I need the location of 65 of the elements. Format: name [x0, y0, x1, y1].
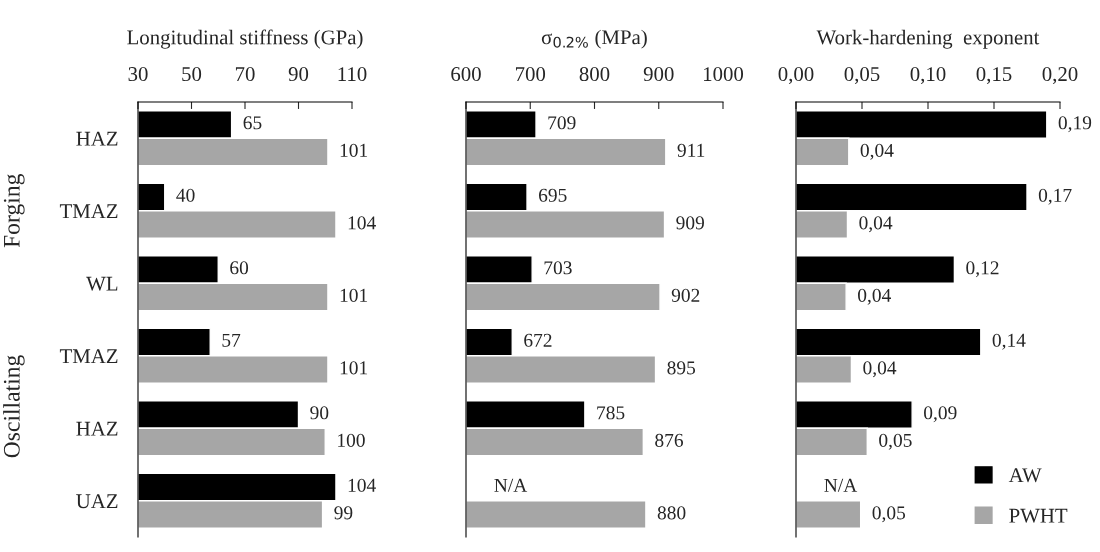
data-label: 0,04	[863, 361, 897, 378]
text: N/A	[824, 478, 858, 492]
data-label: 0,05	[872, 506, 906, 523]
text: Forging	[3, 174, 25, 248]
x-tick-label: 30	[128, 67, 148, 82]
data-label: 709	[548, 116, 576, 130]
data-label: 0,12	[966, 261, 999, 278]
data-label: 703	[544, 261, 572, 275]
x-tick-label: 0,15	[976, 67, 1012, 85]
data-label: 0,04	[858, 288, 891, 305]
data-label: 902	[671, 288, 700, 302]
y-tick-label: WL	[86, 276, 118, 291]
y-tick-label: HAZ	[76, 421, 118, 436]
legend-label: PWHT	[1009, 508, 1068, 523]
data-label: 99	[334, 506, 353, 520]
data-label: 909	[676, 216, 705, 230]
data-label: 0,04	[860, 143, 894, 160]
data-label: 0,04	[859, 216, 893, 233]
data-label: 101	[340, 143, 368, 157]
data-label: 90	[310, 406, 329, 420]
data-label: 0,17	[1038, 188, 1072, 205]
x-tick-label: 1000	[704, 67, 744, 82]
x-tick-label: 0,20	[1042, 67, 1078, 85]
data-label: 895	[667, 361, 696, 375]
x-tick-label: 90	[288, 67, 309, 82]
data-label: 0,05	[879, 433, 912, 450]
y-tick-label: TMAZ	[59, 349, 118, 363]
x-tick-label: 0,00	[778, 67, 814, 85]
data-label: 672	[524, 333, 552, 347]
data-label: 40	[176, 188, 195, 202]
data-label: 0,14	[992, 333, 1026, 350]
x-tick-label: 0,05	[844, 67, 880, 85]
x-tick-label: 600	[451, 67, 481, 82]
data-label: 0,09	[924, 406, 957, 423]
x-axis-title: Longitudinal stiffness (GPa)	[127, 29, 363, 49]
data-label: 876	[655, 433, 684, 447]
x-tick-label: 700	[516, 67, 546, 82]
x-tick-label: 70	[235, 67, 255, 82]
y-tick-label: HAZ	[76, 131, 118, 146]
data-label: 880	[657, 506, 686, 520]
text: Oscillating	[3, 355, 25, 458]
y-tick-label: TMAZ	[59, 204, 118, 218]
data-label: 101	[340, 361, 368, 375]
x-tick-label: 900	[643, 67, 674, 82]
data-label: 104	[348, 478, 376, 492]
x-axis-title: Work-hardening exponent	[816, 29, 1040, 49]
data-label: 0,19	[1058, 116, 1092, 133]
data-label: 100	[338, 433, 365, 447]
text: N/A	[494, 478, 528, 492]
data-label: 104	[348, 216, 376, 230]
data-label: 65	[243, 116, 262, 130]
x-tick-label: 800	[579, 67, 610, 82]
x-tick-label: 50	[182, 67, 202, 82]
data-label: 101	[340, 288, 368, 302]
bar	[796, 500, 862, 529]
x-axis-title: σ$_{0.2%}$ (MPa)	[541, 29, 647, 49]
data-label: 60	[230, 261, 249, 275]
data-label: 57	[222, 333, 241, 347]
legend-label: AW	[1008, 468, 1042, 483]
x-tick-label: 110	[338, 67, 367, 82]
data-label: 911	[677, 143, 705, 157]
data-label: 785	[597, 406, 625, 420]
data-label: 695	[538, 188, 567, 202]
y-tick-label: UAZ	[76, 494, 118, 509]
x-tick-label: 0,10	[910, 67, 946, 85]
